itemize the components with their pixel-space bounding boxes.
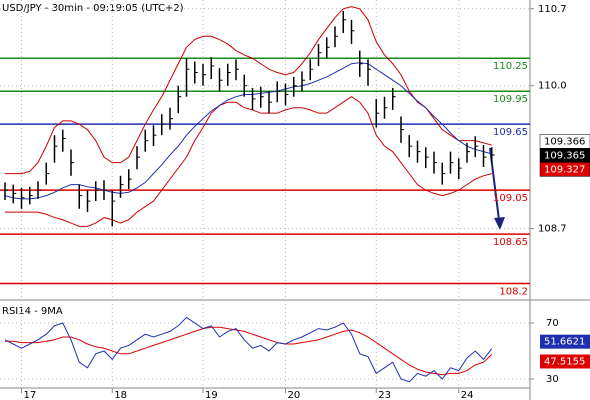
- y-tick-label: 30: [546, 374, 559, 385]
- x-tick-label: 18: [114, 390, 127, 400]
- y-tick-label: 110.0: [538, 81, 567, 92]
- x-tick-label: 23: [378, 390, 391, 400]
- moving-average: [4, 62, 492, 200]
- rsi-title: RSI14 - 9MA: [2, 306, 63, 317]
- value-label-box: [540, 354, 590, 369]
- rsi-line: [5, 326, 493, 376]
- y-tick-label: 70: [546, 318, 559, 329]
- bollinger-lower: [5, 96, 492, 227]
- x-tick-label: 24: [461, 390, 474, 400]
- level-label: 109.95: [493, 94, 528, 105]
- bollinger-upper: [5, 6, 492, 175]
- value-label: 47.5155: [544, 356, 585, 367]
- x-tick-label: 20: [288, 390, 301, 400]
- level-label: 108.65: [493, 237, 528, 248]
- x-tick-label: 19: [205, 390, 218, 400]
- price-label: 109.327: [544, 164, 585, 175]
- rsi-line: [4, 316, 493, 383]
- y-tick-label: 108.7: [538, 224, 567, 235]
- level-label: 109.65: [493, 127, 528, 138]
- level-label: 110.25: [493, 61, 528, 72]
- value-label-box: [540, 334, 590, 349]
- price-label-box: [539, 162, 590, 177]
- level-label: 108.2: [499, 287, 528, 298]
- price-label: 109.365: [544, 150, 585, 161]
- price-label: 109.366: [544, 136, 585, 147]
- value-label: 51.6621: [544, 337, 585, 348]
- level-label: 109.05: [493, 193, 528, 204]
- x-tick-label: 17: [24, 390, 37, 400]
- y-tick-label: 110.7: [538, 4, 567, 15]
